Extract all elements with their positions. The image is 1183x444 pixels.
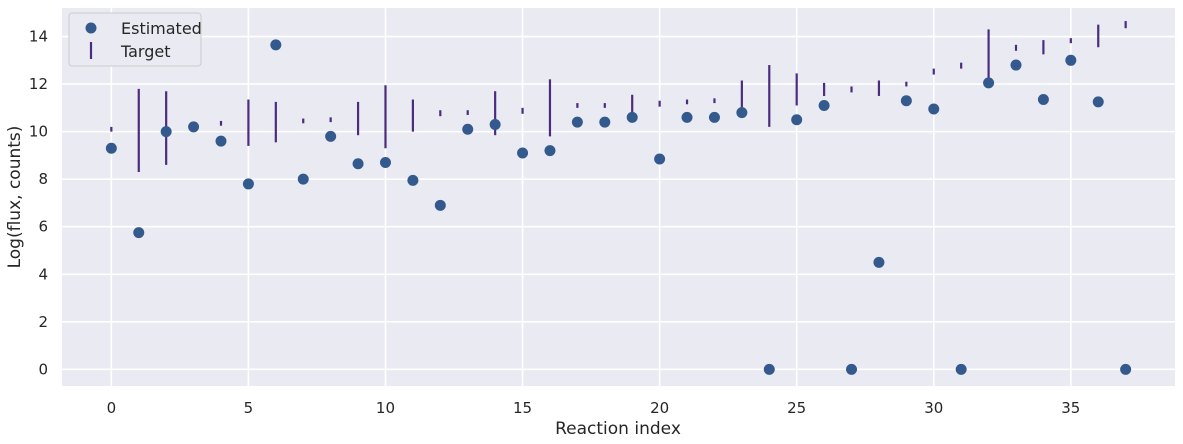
y-tick-label: 14 xyxy=(29,28,48,46)
plot-background xyxy=(62,8,1175,386)
estimated-point xyxy=(544,145,556,157)
estimated-point xyxy=(873,256,885,268)
estimated-point xyxy=(160,126,172,138)
estimated-point xyxy=(900,95,912,107)
x-tick-label: 15 xyxy=(513,399,532,417)
estimated-point xyxy=(681,111,693,123)
x-tick-label: 20 xyxy=(650,399,669,417)
estimated-point xyxy=(517,147,529,159)
estimated-point xyxy=(242,178,254,190)
estimated-point xyxy=(352,158,364,170)
estimated-point xyxy=(708,111,720,123)
x-axis-label: Reaction index xyxy=(555,419,681,439)
y-tick-label: 6 xyxy=(38,218,48,236)
estimated-point xyxy=(1010,59,1022,71)
estimated-point xyxy=(105,142,117,154)
estimated-point xyxy=(818,99,830,111)
x-tick-label: 5 xyxy=(244,399,254,417)
estimated-point xyxy=(133,227,145,239)
y-tick-label: 8 xyxy=(38,170,48,188)
estimated-point xyxy=(736,107,748,119)
x-tick-label: 25 xyxy=(787,399,806,417)
estimated-point xyxy=(188,121,200,133)
estimated-point xyxy=(1065,54,1077,66)
estimated-point xyxy=(407,174,419,186)
y-tick-label: 0 xyxy=(38,360,48,378)
y-tick-label: 2 xyxy=(38,313,48,331)
y-tick-label: 12 xyxy=(29,75,48,93)
estimated-point xyxy=(379,157,391,169)
estimated-point xyxy=(955,363,967,375)
estimated-point xyxy=(571,116,583,128)
legend-target-label: Target xyxy=(120,42,171,61)
legend-estimated-label: Estimated xyxy=(121,19,202,38)
x-tick-label: 30 xyxy=(924,399,943,417)
y-tick-label: 10 xyxy=(29,123,48,141)
estimated-point xyxy=(434,199,446,211)
y-tick-label: 4 xyxy=(38,265,48,283)
x-tick-label: 35 xyxy=(1061,399,1080,417)
target-series xyxy=(110,21,1127,173)
estimated-point xyxy=(983,77,995,89)
estimated-point xyxy=(928,103,940,115)
estimated-point xyxy=(297,173,309,185)
estimated-point xyxy=(763,363,775,375)
estimated-point xyxy=(791,114,803,126)
x-tick-label: 10 xyxy=(376,399,395,417)
estimated-point xyxy=(1037,94,1049,106)
estimated-point xyxy=(846,363,858,375)
y-axis-label: Log(flux, counts) xyxy=(5,126,25,269)
estimated-point xyxy=(325,130,337,142)
estimated-point xyxy=(462,123,474,135)
estimated-point xyxy=(654,153,666,165)
estimated-point xyxy=(489,118,501,130)
legend: Estimated Target xyxy=(68,12,202,67)
estimated-series xyxy=(105,39,1132,375)
estimated-point xyxy=(270,39,282,51)
y-tick-labels: 0 2 4 6 8 10 12 14 xyxy=(29,28,48,379)
legend-box xyxy=(68,12,202,67)
estimated-point xyxy=(1092,96,1104,108)
estimated-point xyxy=(1120,363,1132,375)
x-tick-label: 0 xyxy=(107,399,117,417)
legend-estimated-marker xyxy=(85,22,97,34)
estimated-point xyxy=(626,111,638,123)
x-tick-labels: 0 5 10 15 20 25 30 35 xyxy=(107,399,1081,417)
estimated-point xyxy=(599,116,611,128)
estimated-point xyxy=(215,135,227,147)
